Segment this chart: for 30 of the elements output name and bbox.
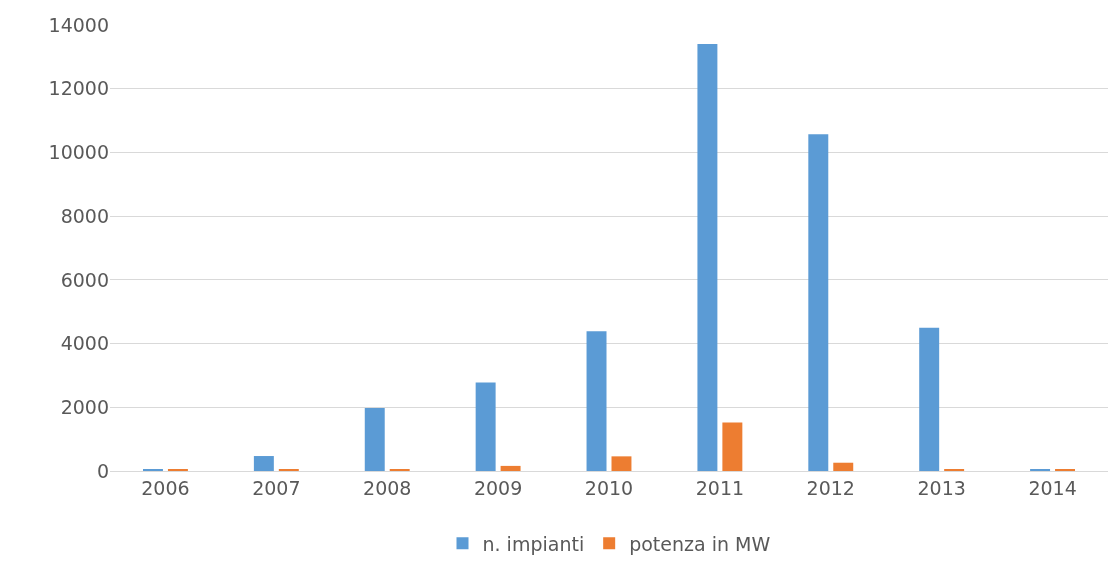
y-tick-label: 6000 [60,268,109,291]
bar [919,327,940,471]
legend-label: potenza in MW [629,532,771,555]
x-tick-label: 2008 [363,476,412,499]
y-tick-label: 4000 [60,332,109,355]
x-tick-label: 2011 [695,476,745,499]
x-tick-label: 2007 [252,476,301,499]
bar [475,382,496,471]
y-tick-label: 14000 [48,13,109,36]
bar [364,407,385,471]
bar [253,456,274,471]
y-tick-label: 2000 [60,395,109,418]
x-tick-label: 2013 [917,476,966,499]
x-tick-label: 2010 [584,476,634,499]
x-tick-label: 2014 [1028,476,1077,499]
bar [697,44,718,471]
bar [833,462,854,471]
bar [586,331,607,471]
y-tick-label: 0 [96,459,109,482]
y-tick-label: 12000 [48,77,109,100]
bar [500,465,521,471]
y-tick-label: 8000 [60,204,109,227]
x-tick-label: 2012 [806,476,855,499]
x-tick-label: 2009 [473,476,523,499]
bar [808,134,829,471]
bar [722,422,743,471]
y-tick-label: 10000 [48,141,109,164]
bar [611,456,632,471]
x-tick-label: 2006 [141,476,190,499]
legend-label: n. impianti [482,532,585,555]
